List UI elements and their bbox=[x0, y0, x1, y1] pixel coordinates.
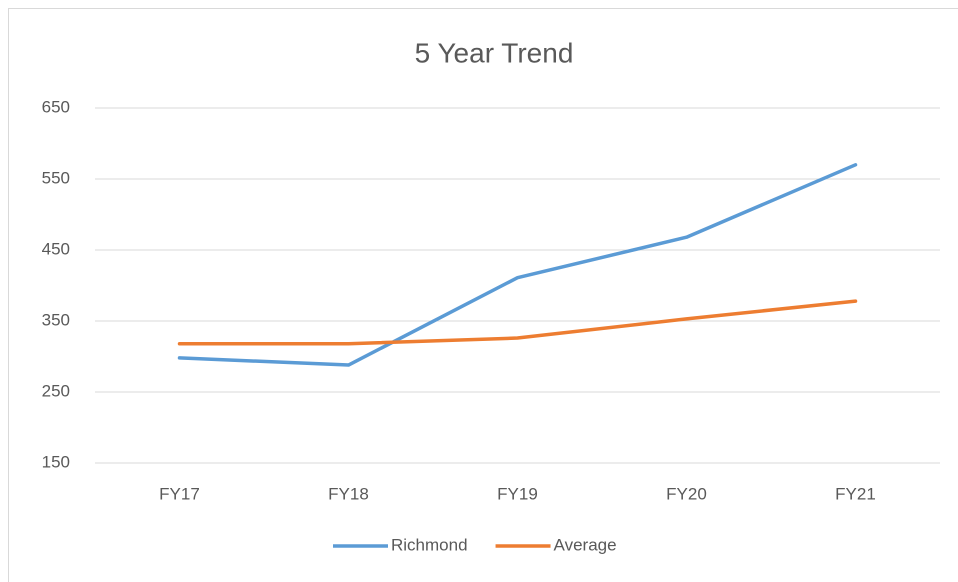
y-tick-label: 150 bbox=[42, 452, 70, 471]
x-tick-label: FY19 bbox=[497, 484, 538, 503]
x-tick-label: FY18 bbox=[328, 484, 369, 503]
y-tick-label: 550 bbox=[42, 168, 70, 187]
chart-title: 5 Year Trend bbox=[415, 37, 574, 68]
x-tick-label: FY21 bbox=[835, 484, 876, 503]
y-tick-label: 650 bbox=[42, 97, 70, 116]
y-tick-label: 450 bbox=[42, 239, 70, 258]
series-line bbox=[177, 163, 858, 367]
x-tick-label: FY20 bbox=[666, 484, 707, 503]
y-tick-label: 250 bbox=[42, 381, 70, 400]
legend-label: Average bbox=[554, 535, 617, 554]
x-tick-label: FY17 bbox=[159, 484, 200, 503]
y-tick-label: 350 bbox=[42, 310, 70, 329]
series-line bbox=[177, 299, 858, 346]
legend-label: Richmond bbox=[391, 535, 468, 554]
